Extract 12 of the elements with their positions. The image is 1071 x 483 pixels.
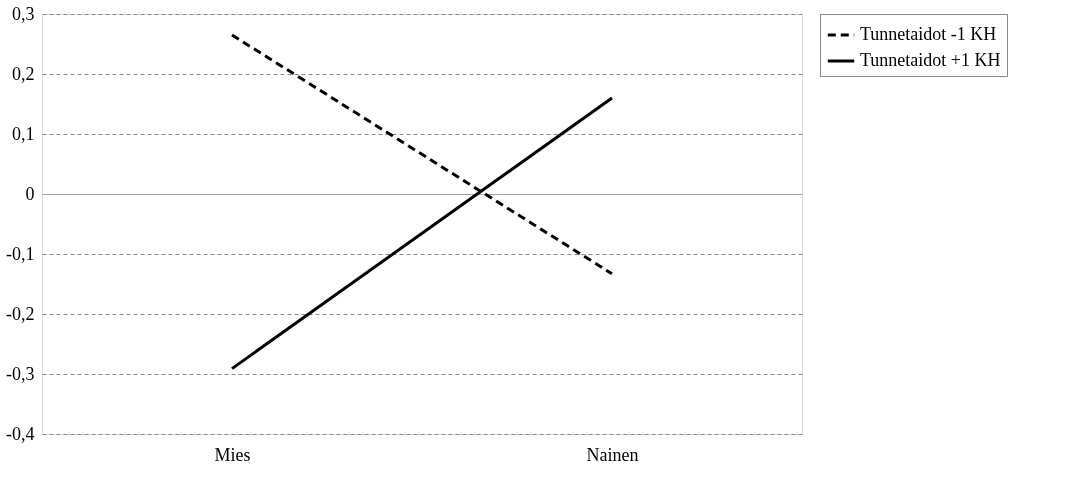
y-tick-label: -0,4 — [6, 423, 35, 444]
x-tick-label: Mies — [214, 444, 251, 465]
y-tick-label: -0,3 — [6, 363, 35, 384]
x-tick-label: Nainen — [586, 444, 639, 465]
legend-label: Tunnetaidot -1 KH — [860, 24, 997, 44]
y-tick-label: 0,3 — [12, 3, 35, 24]
y-tick-label: -0,2 — [6, 303, 35, 324]
y-tick-label: 0,1 — [12, 123, 35, 144]
y-tick-label: 0 — [25, 183, 35, 204]
y-tick-label: -0,1 — [6, 243, 35, 264]
y-tick-label: 0,2 — [12, 63, 35, 84]
legend-label: Tunnetaidot +1 KH — [860, 50, 1001, 70]
